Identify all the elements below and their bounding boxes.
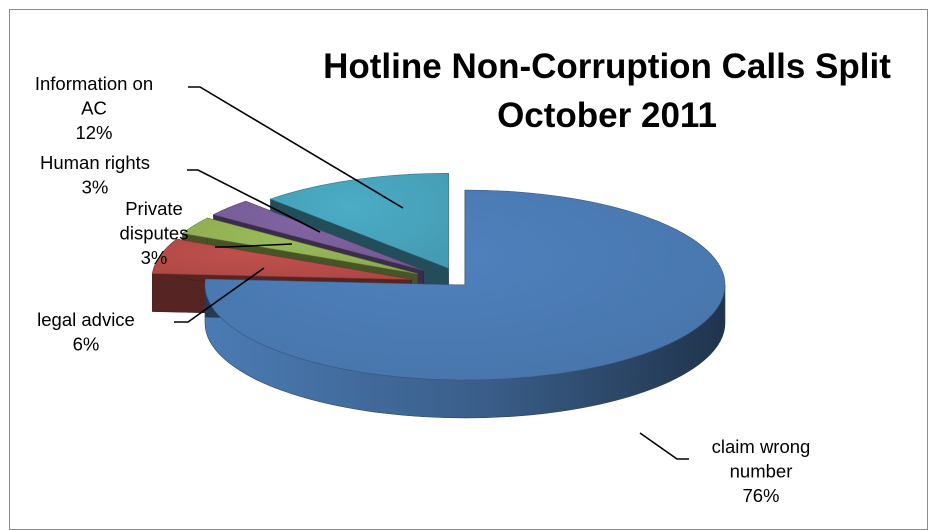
- data-label-line: 6%: [73, 334, 100, 355]
- labels-layer: claim wrong number 76% legal advice 6% Privat…: [35, 73, 810, 506]
- data-label-line: Private: [125, 198, 183, 219]
- slice-claim-wrong-number: [204, 189, 726, 419]
- slice-top-human-rights: [212, 200, 424, 271]
- data-label-line: 3%: [141, 247, 168, 268]
- slice-top-information-on-ac: [269, 172, 449, 269]
- data-label-line: Human rights: [40, 152, 150, 173]
- leader-line-legal-advice: [174, 267, 265, 323]
- chart-title-line-1: Hotline Non-Corruption Calls Split: [323, 47, 891, 86]
- leader-line-human-rights: [187, 169, 321, 233]
- slices-layer: [151, 172, 726, 419]
- data-label-line: 12%: [75, 122, 112, 143]
- data-label-claim-wrong-number: claim wrong number 76%: [639, 432, 811, 506]
- data-label-private-disputes: Private disputes 3%: [120, 198, 293, 268]
- data-label-information-on-ac: Information on AC 12%: [35, 73, 404, 209]
- data-label-human-rights: Human rights 3%: [40, 152, 321, 233]
- leader-line-information-on-ac: [188, 86, 404, 209]
- data-label-line: claim wrong: [712, 436, 811, 457]
- slice-top-private-disputes: [181, 217, 418, 275]
- data-label-line: number: [730, 461, 793, 482]
- data-label-line: 3%: [82, 177, 109, 198]
- chart-title-line-2: October 2011: [497, 96, 717, 135]
- slice-top-legal-advice: [151, 238, 412, 280]
- slice-top-claim-wrong-number: [204, 189, 726, 381]
- data-label-line: disputes: [120, 223, 189, 244]
- leader-line-private-disputes: [215, 243, 293, 248]
- data-label-line: AC: [81, 98, 107, 119]
- data-label-line: 76%: [742, 485, 779, 506]
- leader-line-claim-wrong-number: [639, 432, 689, 460]
- data-label-line: Information on: [35, 73, 153, 94]
- data-label-legal-advice: legal advice 6%: [37, 267, 265, 355]
- data-label-line: legal advice: [37, 309, 135, 330]
